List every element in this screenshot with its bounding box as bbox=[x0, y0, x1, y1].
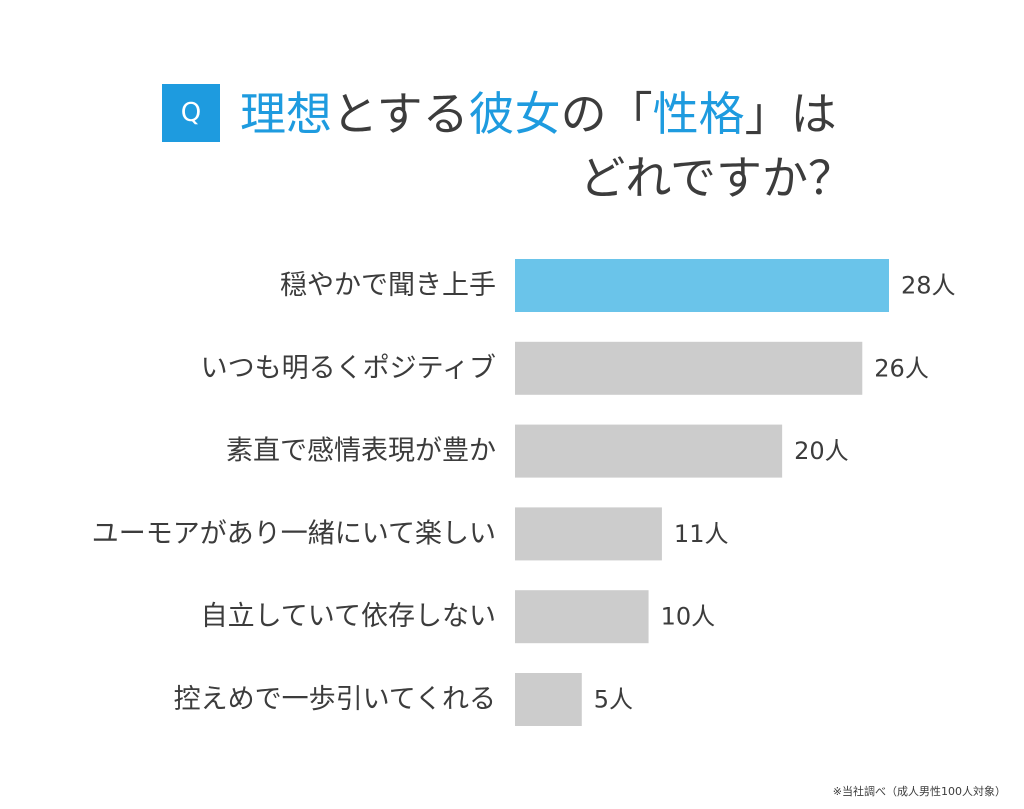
title-segment: 理想 bbox=[240, 87, 332, 141]
bar bbox=[515, 507, 662, 561]
category-label: いつも明るくポジティブ bbox=[201, 353, 496, 384]
category-label: ユーモアがあり一緒にいて楽しい bbox=[92, 518, 496, 549]
title-segment: とする bbox=[332, 87, 469, 141]
chart-title-line-2: どれですか？ bbox=[579, 151, 854, 205]
value-label: 11人 bbox=[674, 520, 729, 548]
bar bbox=[515, 673, 582, 726]
value-label: 5人 bbox=[594, 686, 633, 714]
footnote: ※当社調べ（成人男性100人対象） bbox=[832, 785, 1006, 798]
bar bbox=[515, 590, 649, 644]
category-label: 自立していて依存しない bbox=[201, 601, 496, 632]
bar bbox=[515, 259, 889, 312]
value-label: 26人 bbox=[874, 354, 929, 382]
value-label: 20人 bbox=[794, 437, 849, 465]
bar bbox=[515, 341, 863, 395]
chart-title-line-1: 理想とする彼女の「性格」は bbox=[240, 86, 837, 142]
value-label: 28人 bbox=[901, 272, 956, 300]
title-segment: の「 bbox=[560, 87, 653, 141]
value-label: 10人 bbox=[661, 603, 716, 631]
title-segment: 彼女 bbox=[468, 87, 561, 141]
bar bbox=[515, 424, 783, 478]
title-segment: 」は bbox=[744, 87, 837, 141]
title-segment: 性格 bbox=[652, 87, 745, 141]
category-label: 穏やかで聞き上手 bbox=[280, 270, 496, 301]
category-label: 素直で感情表現が豊か bbox=[226, 436, 496, 467]
category-label: 控えめで一歩引いてくれる bbox=[174, 684, 496, 715]
question-badge: Q bbox=[162, 84, 220, 142]
